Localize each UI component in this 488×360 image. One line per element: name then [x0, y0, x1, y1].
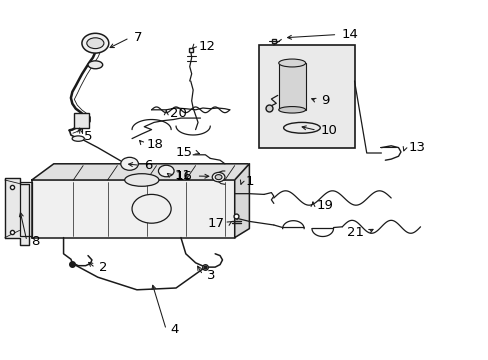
Polygon shape [32, 164, 249, 180]
Ellipse shape [278, 107, 305, 113]
Polygon shape [5, 178, 29, 245]
Circle shape [121, 157, 138, 170]
Text: 7: 7 [133, 31, 142, 44]
Text: 17: 17 [207, 217, 224, 230]
Ellipse shape [124, 174, 159, 186]
Text: 19: 19 [316, 199, 333, 212]
Text: 1: 1 [245, 175, 254, 188]
Bar [278, 63, 305, 110]
Text: 20: 20 [170, 107, 187, 120]
Text: 11: 11 [174, 169, 191, 182]
Text: 13: 13 [408, 141, 425, 154]
Text: 5: 5 [83, 130, 92, 143]
Text: 2: 2 [99, 261, 107, 274]
Polygon shape [32, 180, 234, 238]
Text: 21: 21 [346, 226, 363, 239]
Ellipse shape [87, 38, 104, 49]
Text: 6: 6 [143, 159, 152, 172]
Circle shape [215, 175, 222, 180]
Polygon shape [234, 164, 249, 238]
Ellipse shape [88, 61, 102, 69]
Text: 4: 4 [170, 323, 178, 336]
Text: 15: 15 [175, 146, 192, 159]
Bar [74, 113, 89, 128]
Text: 12: 12 [198, 40, 215, 53]
Circle shape [158, 165, 174, 177]
Bar [259, 45, 354, 148]
Ellipse shape [72, 136, 84, 141]
Text: 8: 8 [31, 235, 39, 248]
Text: 18: 18 [146, 138, 163, 150]
Text: 14: 14 [341, 28, 358, 41]
Text: 9: 9 [320, 94, 328, 107]
Text: 3: 3 [206, 269, 215, 282]
Text: 10: 10 [320, 124, 337, 137]
Circle shape [132, 194, 171, 223]
Circle shape [212, 172, 224, 182]
Ellipse shape [278, 59, 305, 67]
Ellipse shape [82, 33, 108, 53]
Text: 16: 16 [175, 170, 192, 183]
